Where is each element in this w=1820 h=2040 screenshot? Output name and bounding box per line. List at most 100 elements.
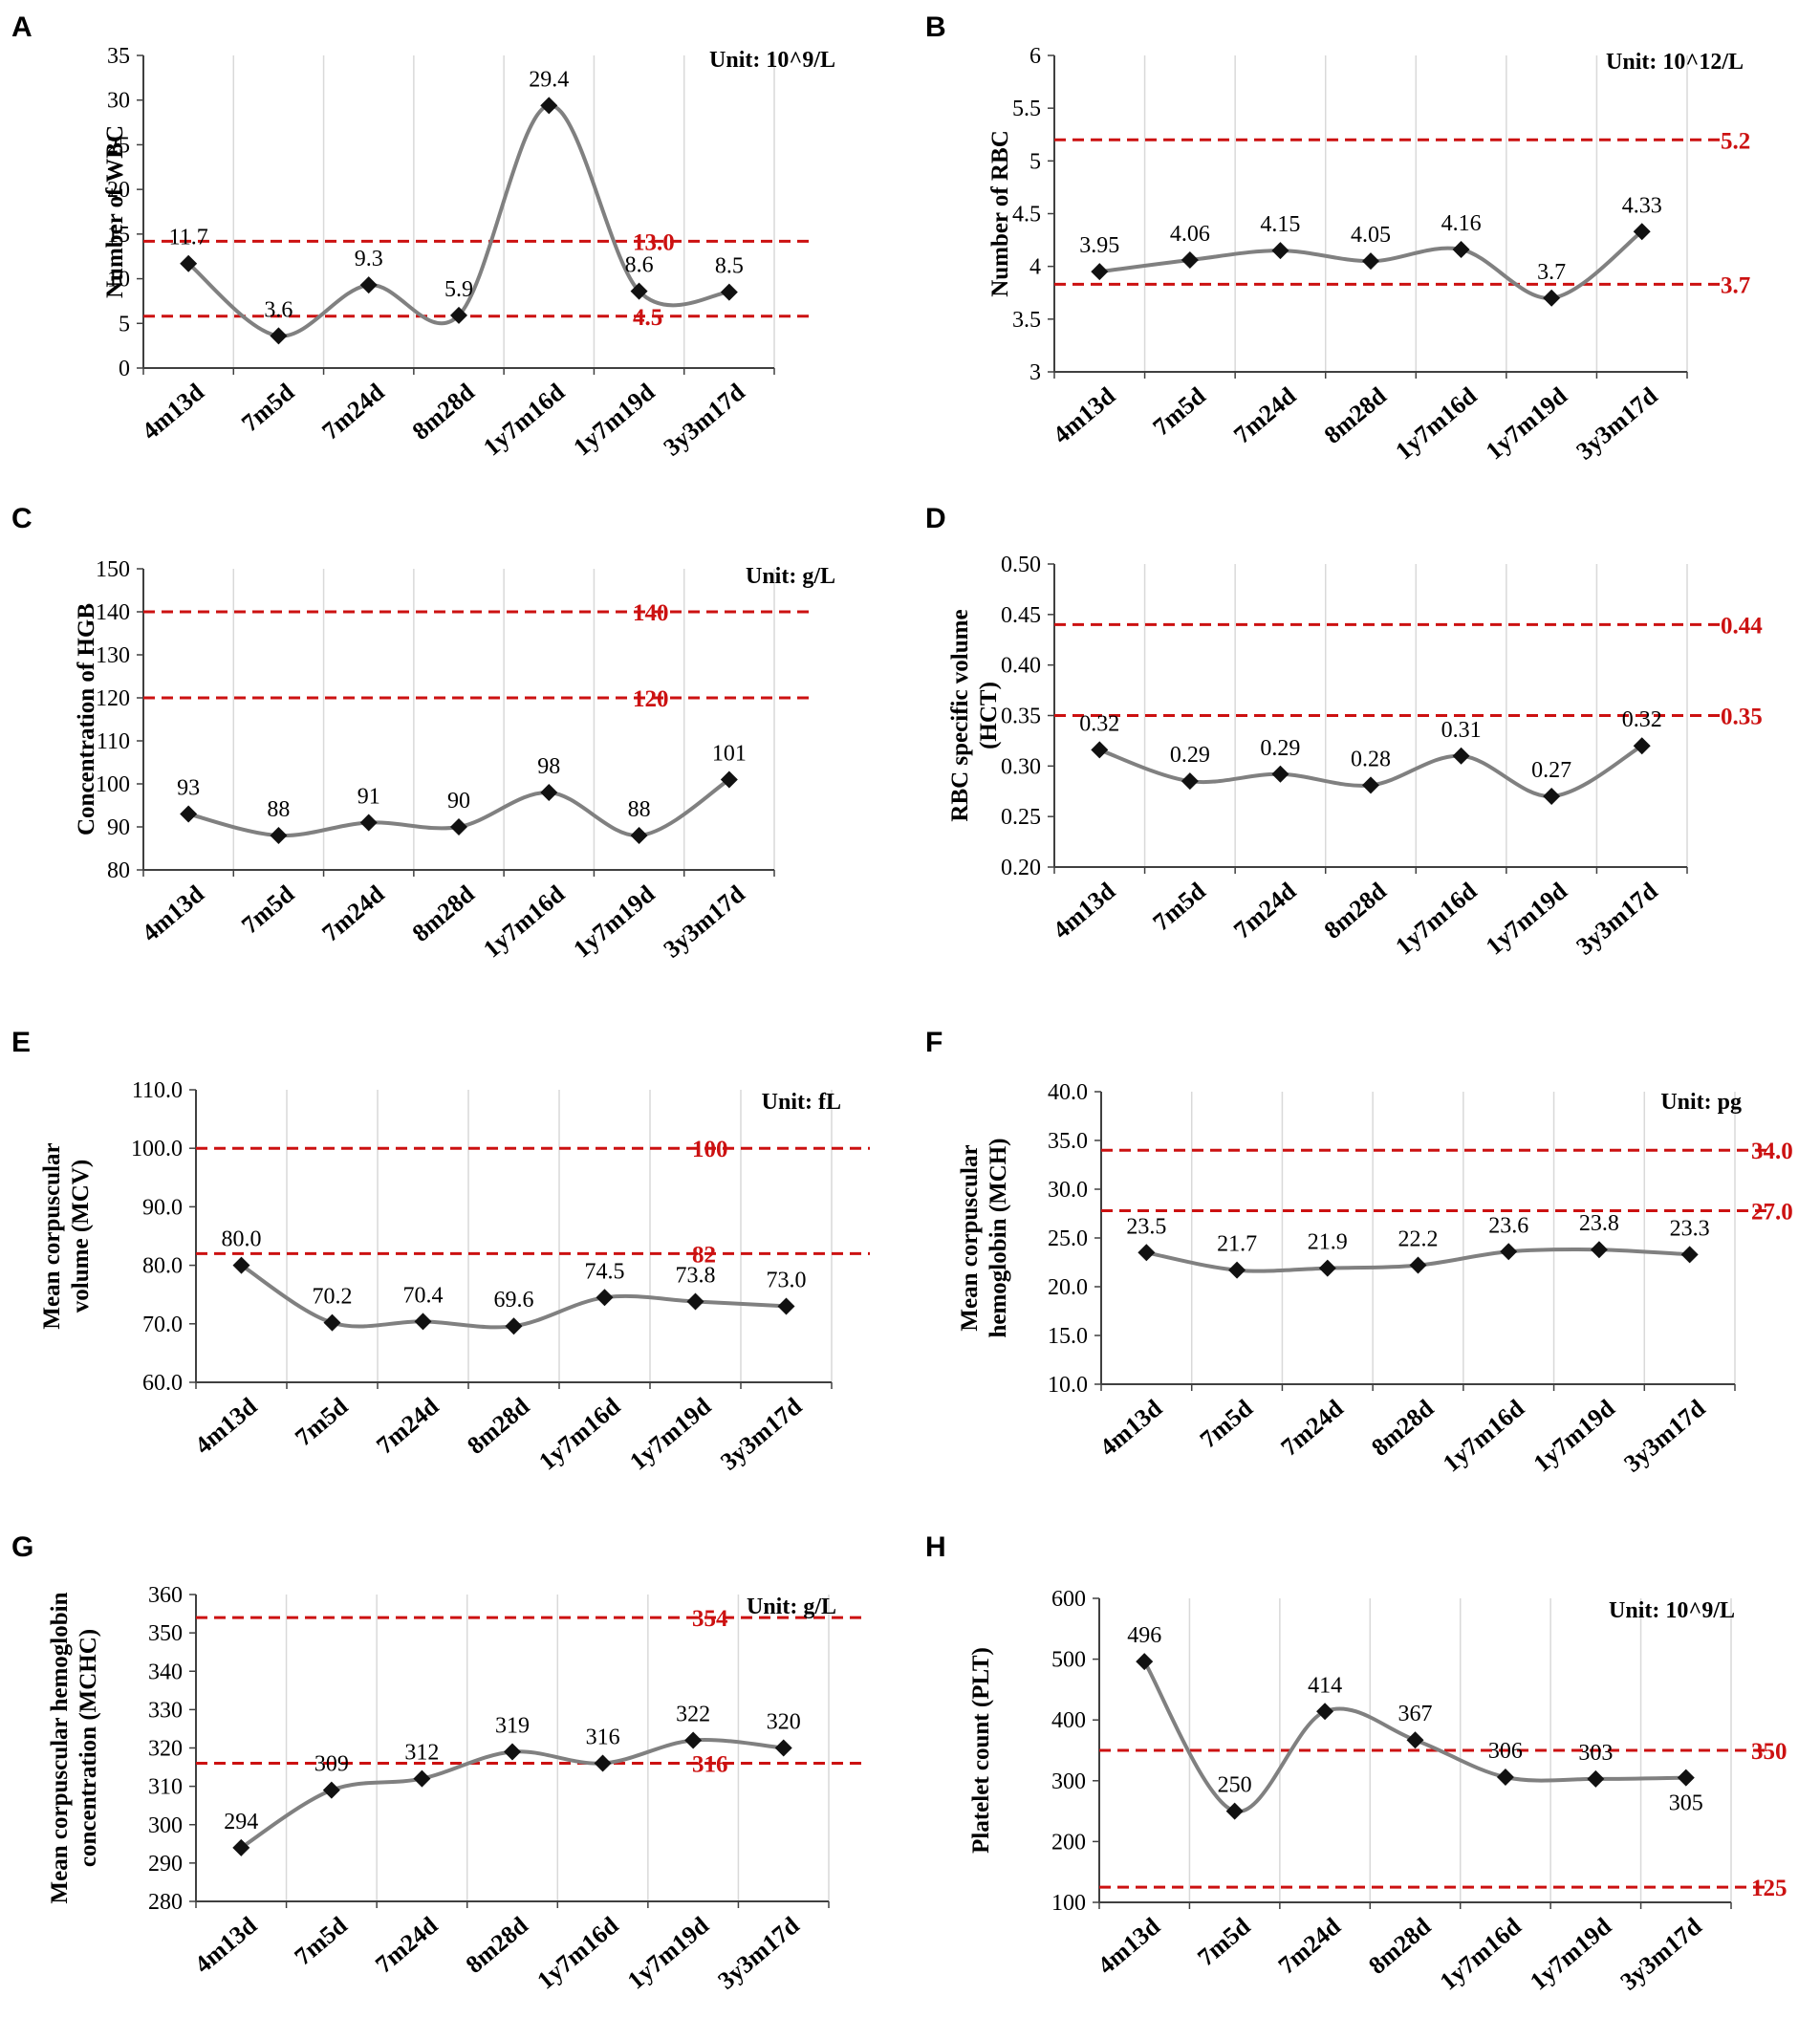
x-tick-label: 3y3m17d: [712, 1911, 805, 1995]
y-tick-label: 0.40: [1001, 654, 1041, 679]
y-axis-title-line: Mean corpuscular: [957, 1144, 983, 1331]
x-tick-label: 4m13d: [137, 378, 210, 445]
reference-label: 3.7: [1721, 272, 1750, 298]
data-label: 5.9: [444, 277, 473, 302]
x-tick-label: 1y7m16d: [1435, 1912, 1528, 1996]
x-tick-label: 3y3m17d: [1571, 381, 1663, 466]
y-tick-label: 0.50: [1001, 553, 1041, 577]
y-tick-label: 0.35: [1001, 705, 1041, 729]
x-tick-label: 1y7m16d: [478, 879, 571, 964]
y-tick-label: 280: [148, 1890, 183, 1915]
data-label: 88: [267, 797, 290, 822]
reference-label: 27.0: [1751, 1199, 1793, 1225]
data-point: [1318, 1259, 1336, 1277]
data-label: 316: [586, 1725, 620, 1750]
x-tick-label: 4m13d: [1093, 1912, 1166, 1980]
x-tick-label: 7m5d: [236, 879, 300, 939]
y-axis-title: Mean corpuscular hemoglobin (MCH): [957, 1138, 1011, 1337]
y-tick-label: 300: [1051, 1769, 1086, 1794]
data-label: 322: [676, 1702, 710, 1726]
data-label: 305: [1669, 1791, 1703, 1816]
x-tick-label: 7m5d: [1147, 381, 1211, 441]
y-tick-label: 100: [1051, 1891, 1086, 1916]
x-tick-label: 1y7m19d: [568, 879, 661, 964]
data-point: [450, 306, 467, 324]
data-point: [1316, 1703, 1334, 1721]
data-point: [359, 276, 378, 294]
data-point: [1362, 252, 1379, 271]
data-label: 23.8: [1579, 1211, 1619, 1236]
reference-label: 0.35: [1721, 705, 1763, 730]
y-tick-label: 30.0: [1048, 1178, 1088, 1203]
y-tick-label: 120: [96, 686, 130, 711]
y-tick-label: 150: [96, 557, 130, 582]
data-label: 21.9: [1308, 1230, 1348, 1255]
data-point: [1271, 242, 1289, 260]
data-point: [1181, 251, 1199, 270]
data-point: [1677, 1769, 1695, 1787]
y-tick-label: 6: [1029, 44, 1041, 69]
reference-label: 13.0: [633, 229, 675, 255]
x-tick-label: 7m24d: [316, 378, 390, 445]
x-tick-label: 1y7m19d: [624, 1392, 717, 1476]
data-point: [505, 1317, 523, 1335]
data-point: [1406, 1731, 1424, 1749]
y-tick-label: 400: [1051, 1708, 1086, 1733]
y-tick-label: 330: [148, 1698, 183, 1723]
data-point: [540, 97, 558, 115]
y-tick-label: 40.0: [1048, 1080, 1088, 1105]
y-axis-title: Mean corpuscular volume (MCV): [39, 1142, 94, 1329]
x-tick-label: 7m24d: [371, 1392, 444, 1460]
panel-letter: G: [11, 1531, 33, 1563]
y-tick-label: 20: [107, 178, 130, 203]
x-tick-label: 8m28d: [407, 879, 481, 947]
data-label: 312: [404, 1741, 439, 1766]
data-label: 250: [1218, 1773, 1252, 1798]
data-label: 367: [1398, 1702, 1433, 1726]
data-point: [1181, 772, 1199, 791]
y-tick-label: 70.0: [142, 1313, 183, 1337]
y-tick-label: 360: [148, 1583, 183, 1608]
x-tick-label: 8m28d: [1319, 381, 1393, 449]
panel-letter: B: [925, 11, 946, 43]
data-point: [1452, 241, 1470, 259]
x-tick-label: 3y3m17d: [659, 879, 751, 964]
data-point: [686, 1292, 704, 1311]
y-axis-title-line: volume (MCV): [68, 1160, 94, 1313]
data-label: 22.2: [1398, 1227, 1439, 1252]
data-label: 98: [537, 754, 560, 779]
x-tick-label: 1y7m19d: [1481, 877, 1573, 961]
x-tick-label: 7m24d: [316, 879, 390, 947]
data-point: [1452, 747, 1470, 765]
chart-panel-d: D 0.20 0.25 0.30 0.35 0.40 0.45 0.50 4m13d 7m5d 7m…: [925, 503, 1763, 961]
data-label: 93: [177, 776, 200, 801]
y-axis-title: RBC specific volume (HCT): [947, 609, 1002, 821]
data-point: [1409, 1256, 1427, 1274]
y-tick-label: 10: [107, 268, 130, 293]
y-tick-label: 0.45: [1001, 603, 1041, 628]
x-tick-label: 7m24d: [1228, 381, 1302, 449]
y-axis-title-line: Mean corpuscular: [39, 1142, 65, 1329]
y-tick-label: 3: [1029, 360, 1041, 385]
y-tick-label: 5.5: [1012, 97, 1041, 121]
data-label: 70.4: [403, 1283, 444, 1308]
x-tick-label: 1y7m16d: [478, 378, 571, 462]
data-label: 88: [628, 797, 651, 822]
data-label: 0.32: [1622, 707, 1662, 732]
data-point: [540, 784, 558, 801]
x-tick-label: 7m5d: [236, 378, 300, 437]
x-tick-label: 8m28d: [407, 378, 481, 445]
data-label: 0.28: [1351, 747, 1391, 771]
data-label: 73.0: [767, 1268, 807, 1292]
y-tick-label: 0: [119, 357, 130, 381]
x-tick-label: 8m28d: [1363, 1912, 1437, 1980]
data-label: 3.95: [1079, 233, 1119, 258]
data-point: [1543, 788, 1561, 806]
data-point: [1543, 289, 1561, 307]
x-tick-label: 7m24d: [370, 1911, 444, 1979]
y-tick-label: 4: [1029, 255, 1041, 280]
reference-label: 5.2: [1721, 128, 1750, 154]
data-label: 80.0: [222, 1227, 262, 1252]
y-axis-title-line: Mean corpuscular hemoglobin: [47, 1592, 73, 1903]
